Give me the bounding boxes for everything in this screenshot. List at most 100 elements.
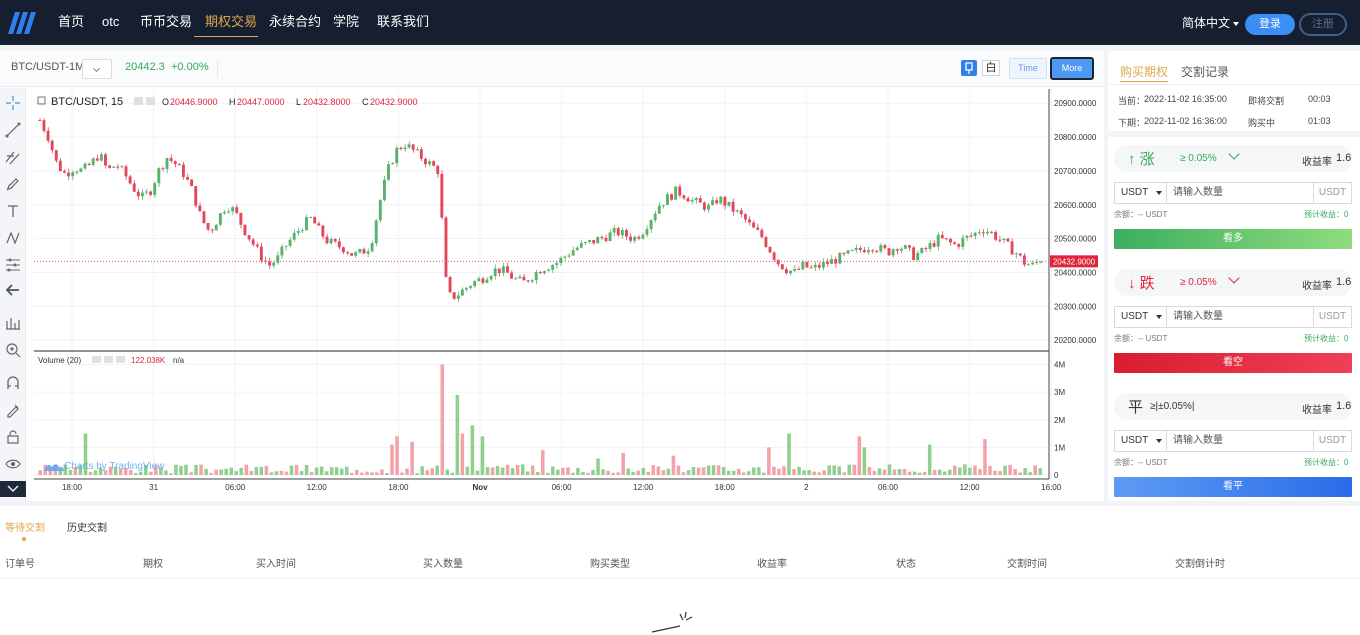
candle-body (719, 196, 723, 204)
nav-academy[interactable]: 学院 (333, 14, 360, 29)
language-select[interactable]: 简体中文 (1182, 0, 1240, 45)
fib-tool-icon[interactable] (4, 148, 22, 166)
volume-bar (365, 471, 369, 475)
chevron-down-icon[interactable] (1228, 272, 1240, 284)
legend-symbol: BTC/USDT, 15 (51, 96, 123, 108)
zoom-in-icon[interactable] (4, 341, 22, 359)
crosshair-icon[interactable] (4, 94, 22, 112)
login-button[interactable]: 登录 (1245, 14, 1295, 35)
option-flat-currency-select[interactable]: USDT (1115, 431, 1167, 451)
candle-body (1010, 241, 1014, 255)
candle-body (132, 183, 136, 192)
candle-body (977, 232, 981, 234)
volume-bar (958, 467, 962, 475)
volume-settings-icon[interactable] (104, 356, 113, 363)
register-button[interactable]: 注册 (1299, 13, 1347, 36)
col-option[interactable]: 期权 (143, 559, 163, 570)
candle-body (702, 202, 706, 210)
candlestick-mode-icon[interactable] (961, 60, 977, 76)
candle-body (858, 247, 862, 251)
pattern-tool-icon[interactable] (4, 229, 22, 247)
time-button[interactable]: Time (1009, 58, 1047, 79)
candle-body (871, 250, 875, 252)
volume-bar (626, 468, 630, 475)
volume-bar (355, 469, 359, 475)
tab-buy-options[interactable]: 购买期权 (1120, 65, 1169, 79)
option-up-amount-input[interactable]: 请输入数量 (1173, 187, 1223, 198)
candle-body (99, 154, 103, 161)
tab-delivery-history[interactable]: 历史交割 (67, 523, 107, 534)
option-down-amount-input[interactable]: 请输入数量 (1173, 311, 1223, 322)
volume-bar (395, 436, 399, 475)
tab-pending-delivery[interactable]: 等待交割 (5, 523, 45, 534)
collapse-toolbar-button[interactable] (0, 481, 26, 497)
legend-close-icon[interactable] (146, 97, 155, 105)
candle-body (75, 171, 79, 173)
buy-long-button[interactable]: 看多 (1114, 229, 1352, 249)
col-buy-type[interactable]: 购买类型 (590, 559, 630, 570)
volume-bar (676, 465, 681, 475)
col-buy-time[interactable]: 买入时间 (256, 559, 296, 570)
option-down-input-row: USDT 请输入数量 USDT (1114, 306, 1352, 328)
nav-otc[interactable]: otc (102, 14, 120, 29)
candle-body (756, 227, 760, 230)
logo-icon[interactable] (6, 10, 36, 36)
lock-drawing-icon[interactable] (4, 401, 22, 419)
tradingview-watermark[interactable]: Charts by TradingView (44, 461, 165, 472)
col-delivery-time[interactable]: 交割时间 (1007, 559, 1047, 570)
option-up-currency-select[interactable]: USDT (1115, 183, 1167, 203)
candle-body (284, 245, 288, 247)
buy-short-button[interactable]: 看空 (1114, 353, 1352, 373)
volume-close-icon[interactable] (116, 356, 125, 363)
symbol-dropdown[interactable] (82, 59, 112, 79)
more-button[interactable]: More (1050, 57, 1094, 80)
trend-line-icon[interactable] (4, 121, 22, 139)
candle-body (899, 248, 903, 251)
nav-contact-us[interactable]: 联系我们 (377, 14, 430, 29)
time-tick-label: 06:00 (878, 483, 899, 492)
col-yield-rate[interactable]: 收益率 (757, 559, 787, 570)
candle-body (588, 240, 591, 243)
theme-toggle-button[interactable]: 白 (982, 60, 1000, 76)
tab-delivery-records[interactable]: 交割记录 (1181, 65, 1230, 79)
text-tool-icon[interactable] (4, 202, 22, 220)
candle-body (190, 179, 194, 187)
volume-bar (385, 472, 389, 475)
indicator-icon[interactable] (4, 314, 22, 332)
option-down-currency-select[interactable]: USDT (1115, 307, 1167, 327)
candle-body (358, 249, 362, 253)
option-flat-amount-input[interactable]: 请输入数量 (1173, 435, 1223, 446)
candle-body (67, 172, 71, 177)
volume-bar (334, 467, 339, 475)
candle-body (493, 268, 497, 277)
buy-flat-button[interactable]: 看平 (1114, 477, 1352, 497)
lock-icon[interactable] (4, 428, 22, 446)
candle-body (181, 164, 185, 178)
watermark-text: Charts by TradingView (64, 461, 165, 472)
price-chart[interactable]: 20900.0000 20800.0000 20700.0000 20600.0000… (34, 89, 1100, 497)
candle-body (259, 246, 263, 261)
volume-bar (927, 444, 932, 475)
volume-bar (812, 471, 816, 475)
col-status[interactable]: 状态 (896, 559, 916, 570)
volume-value: 122.038K (131, 356, 166, 365)
nav-home[interactable]: 首页 (58, 14, 85, 29)
volume-bar (239, 467, 244, 475)
brush-icon[interactable] (4, 175, 22, 193)
nav-options-trading[interactable]: 期权交易 (205, 14, 258, 29)
nav-spot-trading[interactable]: 币币交易 (140, 14, 193, 29)
volume-eye-icon[interactable] (92, 356, 101, 363)
candle-body (473, 281, 477, 287)
magnet-icon[interactable] (4, 374, 22, 392)
col-delivery-countdown[interactable]: 交割倒计时 (1175, 559, 1225, 570)
legend-collapse-icon[interactable] (37, 96, 46, 105)
back-arrow-icon[interactable] (4, 281, 22, 299)
eye-icon[interactable] (4, 455, 22, 473)
legend-settings-icon[interactable] (134, 97, 143, 105)
volume-bar (852, 464, 857, 475)
col-buy-amount[interactable]: 买入数量 (423, 559, 463, 570)
nav-perpetual-contracts[interactable]: 永续合约 (269, 14, 322, 29)
chevron-down-icon[interactable] (1228, 148, 1240, 160)
measure-tool-icon[interactable] (4, 256, 22, 274)
col-order-id[interactable]: 订单号 (5, 559, 35, 570)
